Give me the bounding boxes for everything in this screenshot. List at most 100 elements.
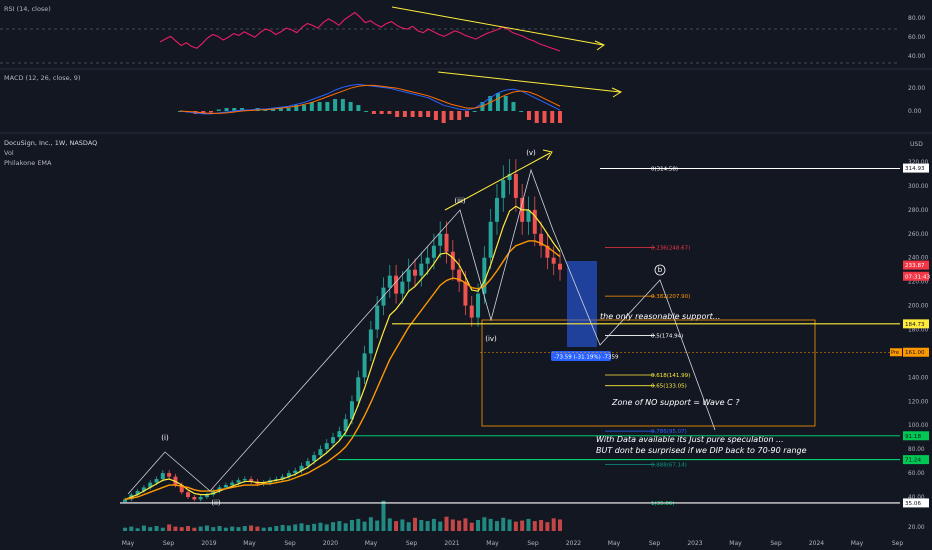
volume-bar [558,519,562,531]
candles [123,159,562,504]
rsi-tick: 60.00 [908,34,925,41]
time-tick: Sep [284,540,296,547]
macd-hist-bar [364,111,369,112]
volume-bar [406,522,411,531]
volume-bar [135,528,140,531]
macd-divergence-arrow-icon [611,87,623,98]
volume-bar [192,527,197,531]
candle [463,281,468,306]
volume-bar [154,526,159,531]
candle [507,173,512,180]
volume-bars [123,500,562,531]
candle [394,275,399,294]
volume-bar [507,519,512,531]
volume-bar [513,521,518,531]
price-tick: 100.00 [908,423,929,429]
candle [312,455,317,462]
volume-bar [217,526,222,531]
candle [413,269,417,276]
candle [457,269,462,282]
volume-bar [318,522,323,531]
price-tick: 280.00 [908,208,929,214]
macd-hist-bar [232,108,237,111]
candle [532,209,537,234]
volume-bar [312,523,317,531]
time-tick: May [122,540,135,547]
fib-label: 0.618(141.99) [651,373,690,379]
annotation-text: the only reasonable support... [600,312,720,321]
candle [230,482,235,486]
macd-line [179,83,561,115]
volume-bar [173,526,178,531]
candle [551,257,556,264]
elliott-wave-path [127,168,716,495]
macd-hist-bar [511,102,516,111]
macd-hist-bar [558,111,562,123]
price-label: 35.06 [905,501,921,507]
price-tick: 320.00 [908,160,929,166]
volume-bar [356,518,361,531]
price-tick: 260.00 [908,232,929,238]
macd-hist-bar [472,111,477,112]
time-tick: Sep [892,540,904,547]
annotation-text: Zone of NO support = Wave C ? [611,398,740,407]
volume-bar [129,526,134,531]
rsi-title: RSI (14, close) [4,5,51,13]
volume-bar [387,518,392,531]
volume-bar [160,527,165,531]
volume-bar [501,517,506,531]
macd-hist-bar [263,109,268,111]
time-tick: May [729,540,742,547]
fib-label: 0.5(174.94) [651,334,683,340]
fib-label: 0.65(133.05) [651,384,687,390]
candle [242,479,247,481]
volume-bar [469,522,474,531]
wave-label: (i) [161,434,169,442]
candle [123,499,127,502]
price-label: 161.00 [905,350,925,356]
time-axis[interactable]: May Sep 2019 May Sep 2020 May Sep 2021 May Sep 2022… [122,540,904,547]
time-tick: Sep [163,540,175,547]
price-label-bg [903,319,929,329]
volume-bar [261,527,266,531]
ema-slow-line [124,240,561,501]
price-label-bg [903,260,929,270]
candle [249,479,254,482]
volume-bar [482,517,487,531]
wave-label: (iv) [485,335,497,343]
fib-label: 0.236(248.67) [651,245,690,251]
annotation-text: BUT dont be surprised if we DIP back to … [596,446,807,455]
measure-label: -73.59 (-31.19%) -7359 [554,355,619,361]
candle [368,329,373,354]
rsi-divergence-arrow-icon [594,40,606,51]
candle [154,479,159,483]
price-tick: 240.00 [908,256,929,262]
macd-hist-bar [418,111,423,117]
price-tick: 300.00 [908,184,929,190]
price-label-bg [903,431,929,441]
horizontal-lines [120,167,900,504]
macd-hist-bar [395,111,400,117]
macd-hist-bar [371,111,376,114]
volume-bar [167,524,172,531]
volume-bar [545,522,550,531]
candle [324,443,329,450]
volume-bar [539,520,544,531]
time-tick: May [243,540,256,547]
macd-hist-bar [309,102,314,111]
volume-bar [280,524,285,531]
price-label: 233.87 [905,263,925,269]
candle [343,419,348,432]
candle [488,221,493,258]
volume-bar [274,526,279,531]
candle [179,485,184,493]
candle [526,209,531,222]
time-tick: Sep [770,540,782,547]
candle [349,401,354,420]
macd-hist-bar [464,111,469,117]
price-axis[interactable]: 320.00 300.00 280.00 260.00 240.00 220.00 200.… [908,160,929,531]
volume-bar [463,518,468,531]
volume-bar [123,527,127,531]
volume-bar [324,524,329,531]
